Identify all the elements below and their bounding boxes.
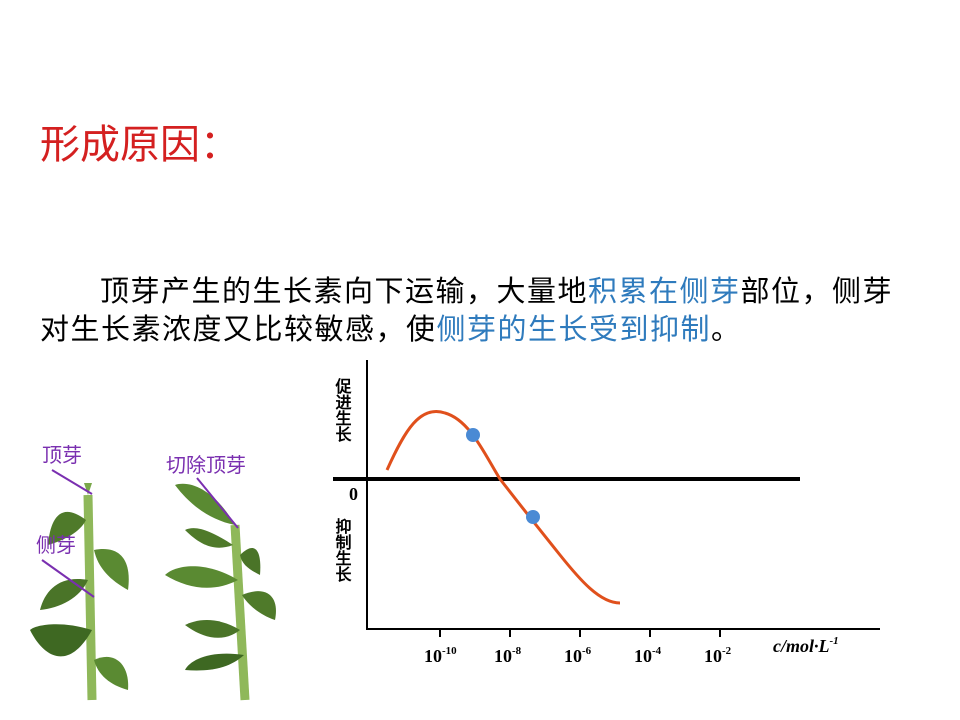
text: -2	[722, 645, 732, 657]
label: 顶芽	[42, 443, 82, 467]
text: 顶芽产生的生长素向下运输，大量地	[100, 274, 589, 308]
text: 10	[564, 646, 582, 666]
text: -8	[512, 645, 522, 657]
slide-title: 形成原因：	[40, 122, 240, 168]
x-tick-label: 10-2	[704, 645, 732, 666]
label: 侧芽	[36, 533, 76, 557]
x-axis-label: c/mol·L-1	[773, 635, 839, 656]
curve-chart: 促进生长 抑制生长 0 10-10 10-8 10-6 10-4 10-2 c/mol·…	[333, 360, 880, 666]
text: c/mol·L	[773, 636, 830, 656]
highlight-text: 积累在侧芽	[588, 274, 741, 308]
text: -4	[652, 645, 662, 657]
text: -10	[442, 645, 457, 657]
text: -1	[830, 635, 839, 647]
x-tick-label: 10-10	[424, 645, 457, 666]
x-tick-label: 10-6	[564, 645, 592, 666]
zero-label: 0	[349, 484, 358, 504]
text: 10	[704, 646, 722, 666]
text: 。	[711, 312, 742, 346]
text: 部位，侧芽对生长素浓度又比较敏感，使	[40, 274, 894, 346]
y-label: 抑制生长	[333, 517, 352, 583]
text: 10	[634, 646, 652, 666]
paragraph: 顶芽产生的生长素向下运输，大量地积累在侧芽部位，侧芽对生长素浓度又比较敏感，使侧…	[40, 272, 910, 348]
highlight-text: 侧芽的生长受到抑制	[436, 312, 712, 346]
x-tick-label: 10-8	[494, 645, 522, 666]
plant-intact	[30, 483, 129, 701]
label: 切除顶芽	[166, 453, 246, 477]
x-tick-label: 10-4	[634, 645, 662, 666]
plant-cut	[165, 483, 276, 701]
text: 10	[424, 646, 442, 666]
text: 10	[494, 646, 512, 666]
y-label: 促进生长	[333, 377, 353, 443]
text: -6	[582, 645, 592, 657]
